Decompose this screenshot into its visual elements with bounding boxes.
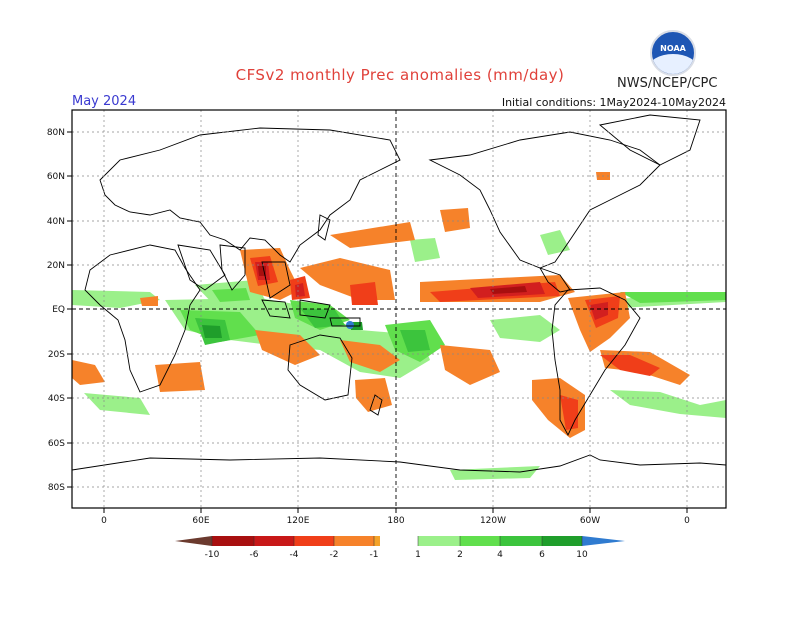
lon-label: 0 xyxy=(684,516,690,526)
colorbar-swatch xyxy=(460,536,500,546)
colorbar-swatch xyxy=(212,536,254,546)
colorbar-swatch xyxy=(334,536,374,546)
map-title: CFSv2 monthly Prec anomalies (mm/day) xyxy=(235,66,565,84)
axis-ticks xyxy=(67,131,688,513)
lat-label: 80N xyxy=(47,128,65,138)
lat-labels: 80N 60N 40N 20N EQ 20S 40S 60S 80S xyxy=(47,128,65,493)
lon-label: 180 xyxy=(387,516,404,526)
lat-label: 20S xyxy=(48,350,65,360)
colorbar-swatch xyxy=(374,536,380,546)
colorbar-label: -1 xyxy=(370,550,379,560)
colorbar-swatch xyxy=(294,536,334,546)
colorbar-label: 1 xyxy=(415,550,421,560)
colorbar-label: 2 xyxy=(457,550,463,560)
colorbar-swatch xyxy=(500,536,542,546)
lon-label: 0 xyxy=(101,516,107,526)
coastlines xyxy=(72,114,726,473)
colorbar-swatch xyxy=(254,536,294,546)
lon-labels: 0 60E 120E 180 120W 60W 0 xyxy=(101,516,690,526)
colorbar-label: -2 xyxy=(330,550,339,560)
colorbar-label: 4 xyxy=(497,550,503,560)
noaa-logo: NOAA xyxy=(650,30,696,76)
lat-label: 80S xyxy=(48,483,65,493)
lat-label: 40S xyxy=(48,394,65,404)
grid-lines xyxy=(72,110,726,508)
colorbar-arrow-high xyxy=(582,536,625,546)
colorbar-label: -6 xyxy=(250,550,259,560)
colorbar-label: -4 xyxy=(290,550,299,560)
lon-label: 120W xyxy=(480,516,506,526)
colorbar: -10 -6 -4 -2 -1 1 2 4 6 10 xyxy=(175,536,625,560)
lat-label: EQ xyxy=(52,305,65,315)
month-label: May 2024 xyxy=(72,94,137,109)
colorbar-swatch xyxy=(380,536,418,546)
colorbar-swatch xyxy=(418,536,460,546)
anomaly-field xyxy=(72,172,726,480)
logo-text: NOAA xyxy=(660,44,686,53)
lon-label: 60W xyxy=(580,516,600,526)
initial-conditions: Initial conditions: 1May2024-10May2024 xyxy=(501,96,726,109)
colorbar-arrow-low xyxy=(175,536,212,546)
colorbar-label: 6 xyxy=(539,550,545,560)
agency-label: NWS/NCEP/CPC xyxy=(617,76,718,91)
lat-label: 40N xyxy=(47,217,65,227)
lat-label: 60N xyxy=(47,172,65,182)
colorbar-label: -10 xyxy=(205,550,220,560)
lon-label: 60E xyxy=(192,516,209,526)
lat-label: 60S xyxy=(48,439,65,449)
colorbar-label: 10 xyxy=(576,550,588,560)
colorbar-swatch xyxy=(542,536,582,546)
lat-label: 20N xyxy=(47,261,65,271)
lon-label: 120E xyxy=(287,516,310,526)
